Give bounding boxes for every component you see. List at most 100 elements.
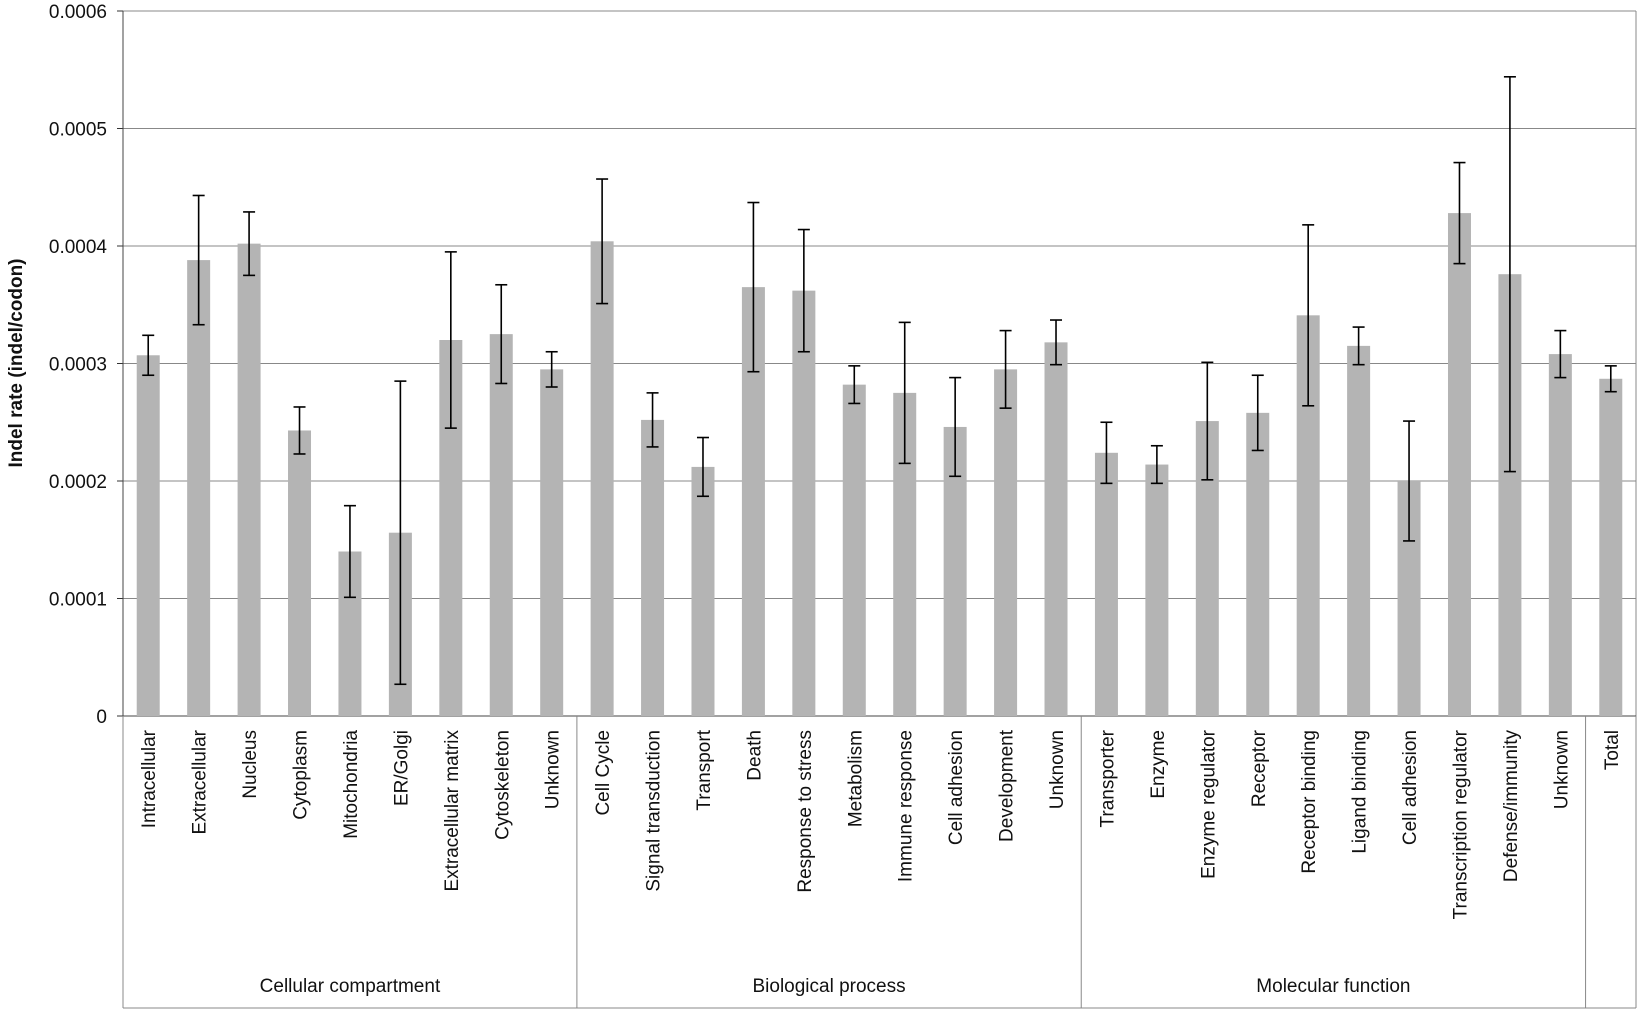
error-bar — [1251, 374, 1264, 452]
error-bar — [747, 201, 760, 373]
error-bar — [1150, 444, 1163, 485]
x-tick-label: Cytoplasm — [291, 730, 312, 820]
y-tick-label: 0 — [96, 707, 107, 728]
error-bar — [797, 228, 810, 353]
error-bar — [1604, 365, 1617, 393]
error-bar — [293, 406, 306, 455]
bar — [136, 355, 160, 716]
x-tick-label: Defense/immunity — [1501, 730, 1522, 883]
error-bar — [646, 392, 659, 448]
x-tick-label: Total — [1602, 730, 1623, 770]
error-bar — [1050, 319, 1063, 366]
group-label: Biological process — [752, 976, 905, 997]
x-tick-label: Metabolism — [845, 730, 866, 827]
bar — [1447, 213, 1471, 716]
error-bar — [696, 436, 709, 498]
bar — [792, 290, 816, 716]
bar — [439, 340, 463, 716]
error-bar — [999, 329, 1012, 409]
x-tick-label: Mitochondria — [341, 730, 362, 839]
x-tick-label: Receptor binding — [1299, 730, 1320, 874]
y-tick-label: 0.0005 — [49, 120, 107, 141]
y-tick-label: 0.0002 — [49, 472, 107, 493]
error-bar — [495, 283, 508, 385]
x-tick-label: Cell adhesion — [946, 730, 967, 845]
bar — [1296, 315, 1320, 716]
x-tick-label: Extracellular matrix — [442, 730, 463, 892]
bar — [1599, 378, 1623, 716]
x-tick-label: Enzyme regulator — [1198, 729, 1219, 879]
error-bar — [343, 504, 356, 599]
x-tick-label: Transcription regulator — [1450, 729, 1471, 919]
error-bar — [192, 194, 205, 326]
x-tick-label: Cytoskeleton — [492, 730, 513, 840]
group-label: Molecular function — [1256, 976, 1410, 997]
x-tick-label: Cell adhesion — [1400, 730, 1421, 845]
bar — [691, 466, 715, 716]
error-bar — [142, 334, 155, 377]
bar — [741, 287, 765, 716]
bar — [288, 430, 312, 716]
x-tick-label: Response to stress — [795, 730, 816, 893]
group-label: Cellular compartment — [260, 976, 441, 997]
x-tick-label: Receptor — [1249, 729, 1270, 807]
x-tick-label: Extracellular — [190, 729, 211, 834]
bar — [943, 426, 967, 716]
bar — [842, 384, 866, 716]
error-bar — [394, 380, 407, 686]
error-bar — [1100, 421, 1113, 485]
error-bar — [596, 178, 609, 305]
bar — [1548, 354, 1572, 716]
x-tick-label: Development — [997, 729, 1018, 842]
bar — [1044, 342, 1068, 716]
x-tick-label: Immune response — [896, 730, 917, 882]
error-bar — [1453, 161, 1466, 265]
x-tick-label: Signal transduction — [644, 730, 665, 892]
bar — [1246, 412, 1270, 716]
bar — [590, 241, 614, 717]
error-bar — [1302, 224, 1315, 407]
error-bar — [1503, 76, 1516, 473]
error-bar — [1403, 420, 1416, 542]
bar — [1145, 464, 1169, 716]
error-bar — [444, 251, 457, 429]
y-tick-label: 0.0004 — [49, 237, 108, 258]
bar — [338, 551, 362, 716]
error-bar — [848, 365, 861, 405]
bar — [1397, 481, 1421, 716]
x-tick-label: ER/Golgi — [391, 730, 412, 806]
x-tick-label: Enzyme — [1148, 730, 1169, 799]
x-tick-label: Unknown — [543, 730, 564, 809]
x-tick-label: Cell Cycle — [593, 730, 614, 816]
bar — [1498, 274, 1522, 716]
x-tick-label: Ligand binding — [1350, 730, 1371, 854]
bar — [540, 369, 564, 716]
x-tick-label: Transport — [694, 729, 715, 810]
error-bar — [1352, 326, 1365, 366]
bar — [187, 260, 211, 716]
bar — [1195, 421, 1219, 716]
error-bar — [1554, 329, 1567, 379]
y-tick-label: 0.0001 — [49, 590, 107, 611]
bar — [1094, 452, 1118, 716]
bar — [489, 334, 513, 716]
bar — [893, 392, 917, 716]
error-bar — [1201, 361, 1214, 481]
x-tick-label: Intracellular — [139, 729, 160, 828]
y-tick-label: 0.0006 — [49, 2, 107, 23]
bar — [237, 243, 261, 716]
error-bar — [243, 211, 256, 277]
x-tick-label: Nucleus — [240, 730, 261, 799]
x-tick-label: Unknown — [1551, 730, 1572, 809]
y-axis-title: Indel rate (indel/codon) — [6, 258, 27, 467]
bar — [1347, 345, 1371, 716]
x-tick-label: Transporter — [1097, 729, 1118, 827]
x-tick-label: Death — [744, 730, 765, 781]
error-bar — [545, 350, 558, 388]
error-bar — [898, 321, 911, 465]
bar — [994, 369, 1018, 716]
bar — [641, 419, 665, 716]
error-bar — [949, 376, 962, 478]
y-tick-label: 0.0003 — [49, 355, 107, 376]
